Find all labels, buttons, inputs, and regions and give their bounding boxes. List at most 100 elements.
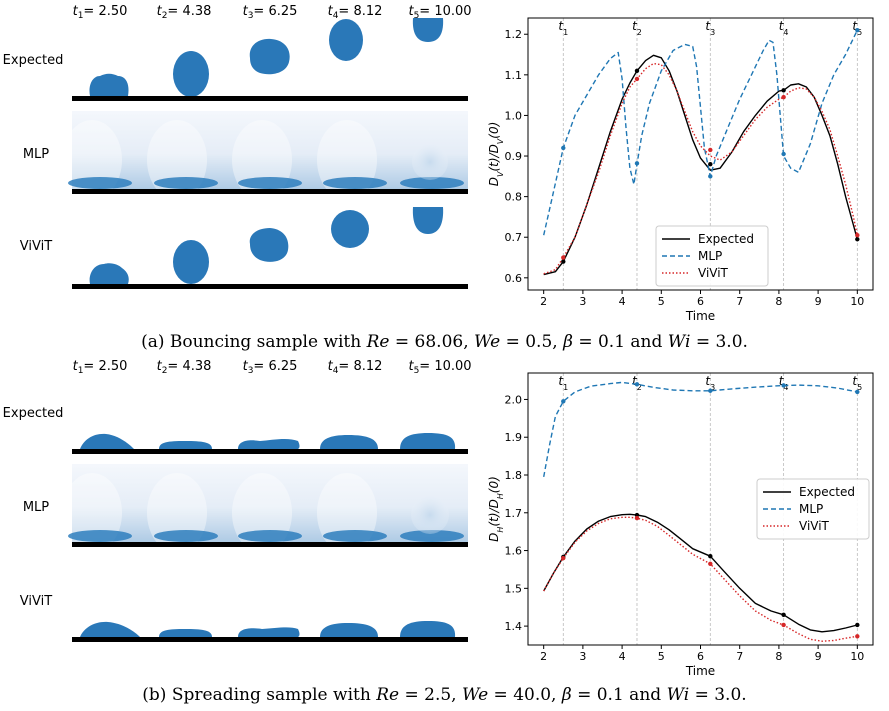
series-marker-mlp xyxy=(781,383,786,388)
substrate-bar xyxy=(72,189,468,194)
time-header: t3= 6.25 xyxy=(243,359,298,376)
series-marker-mlp xyxy=(855,389,860,395)
legend-label: Expected xyxy=(799,485,855,499)
time-header: t1= 2.50 xyxy=(73,4,128,21)
y-tick-label: 0.6 xyxy=(505,272,523,285)
series-marker-vivit xyxy=(855,232,860,238)
y-tick-label: 1.7 xyxy=(505,507,523,520)
legend-box xyxy=(756,478,870,540)
series-marker-vivit xyxy=(561,255,566,260)
series-marker-expected xyxy=(781,88,786,93)
series-line-vivit xyxy=(543,516,858,642)
x-tick-label: 8 xyxy=(775,295,782,308)
series-marker-vivit xyxy=(561,555,566,561)
x-tick-label: 4 xyxy=(619,650,626,663)
mlp-row-frames xyxy=(62,464,468,553)
x-tick-label: 9 xyxy=(815,650,822,663)
droplet xyxy=(173,51,209,97)
time-header: t3= 6.25 xyxy=(243,4,298,21)
time-marker-label: t3 xyxy=(705,19,715,37)
series-marker-expected xyxy=(708,554,713,559)
mlp-row-frames xyxy=(62,111,468,200)
y-tick-label: 1.5 xyxy=(505,582,523,595)
time-marker-label: t4 xyxy=(779,19,789,37)
droplet xyxy=(331,210,369,248)
series-line-vivit xyxy=(543,62,858,275)
time-header: t1= 2.50 xyxy=(73,359,128,376)
expected-row-frames xyxy=(80,433,456,449)
dv-ratio-chart: t1 t2 t3 t4 t5 2 3 4 5 6 7 8 9 10 0.6 0.7 0.8 0.9 1.0 1.1 1.… xyxy=(487,17,874,323)
time-marker-label: t2 xyxy=(632,19,642,37)
y-tick-label: 2.0 xyxy=(505,393,523,406)
substrate-bar xyxy=(72,449,468,454)
x-tick-label: 9 xyxy=(815,295,822,308)
legend-label: MLP xyxy=(698,249,722,263)
time-marker-label: t5 xyxy=(852,374,862,392)
legend-label: MLP xyxy=(799,502,823,516)
legend-box xyxy=(655,225,769,287)
series-marker-expected xyxy=(708,161,713,167)
series-line-expected xyxy=(543,513,858,633)
droplet xyxy=(320,623,378,637)
y-tick-label: 1.8 xyxy=(505,469,523,482)
series-marker-vivit xyxy=(634,76,640,82)
droplet xyxy=(80,621,140,637)
x-tick-label: 5 xyxy=(658,650,665,663)
legend-label: ViViT xyxy=(799,519,830,533)
row-label-mlp: MLP xyxy=(23,500,49,515)
time-header: t4= 8.12 xyxy=(328,4,383,21)
substrate-bar xyxy=(72,542,468,547)
series-line-mlp xyxy=(543,381,858,478)
y-tick-label: 0.9 xyxy=(505,150,523,163)
series-marker-vivit xyxy=(855,634,860,639)
series-marker-expected xyxy=(855,622,860,628)
series-marker-vivit xyxy=(634,515,640,521)
droplet xyxy=(249,38,290,75)
droplet xyxy=(320,435,378,449)
vivit-row-frames xyxy=(80,621,456,637)
substrate-bar xyxy=(72,284,468,289)
series-marker-vivit xyxy=(708,561,713,566)
caption-b: (b) Spreading sample with Re = 2.5, We =… xyxy=(142,685,747,705)
y-tick-label: 1.4 xyxy=(505,620,523,633)
x-tick-label: 6 xyxy=(697,295,704,308)
droplet xyxy=(329,19,363,61)
series-marker-expected xyxy=(855,237,860,242)
row-label-vivit: ViViT xyxy=(20,594,52,609)
droplet xyxy=(89,73,129,96)
time-marker-label: t1 xyxy=(558,19,568,37)
y-tick-label: 1.0 xyxy=(505,109,523,122)
series-line-mlp xyxy=(543,29,858,236)
vivit-row-frames xyxy=(89,207,444,284)
x-tick-label: 6 xyxy=(697,650,704,663)
time-marker-label: t4 xyxy=(779,374,789,392)
y-tick-label: 1.2 xyxy=(505,28,523,41)
y-tick-label: 0.8 xyxy=(505,191,523,204)
x-axis-label: Time xyxy=(685,309,715,323)
x-tick-label: 2 xyxy=(540,295,547,308)
droplet xyxy=(400,621,456,637)
series-marker-mlp xyxy=(634,382,640,387)
expected-row-frames xyxy=(89,18,444,97)
droplet xyxy=(238,627,300,637)
droplet xyxy=(238,438,300,449)
droplet xyxy=(412,18,444,42)
droplet-frames-spreading: t1= 2.50 t2= 4.38 t3= 6.25 t4= 8.12 t5= … xyxy=(3,359,472,642)
series-marker-expected xyxy=(781,612,786,617)
row-label-vivit: ViViT xyxy=(20,239,52,254)
series-marker-vivit xyxy=(781,622,786,628)
legend: Expected MLP ViViT xyxy=(756,478,870,540)
series-marker-mlp xyxy=(708,174,713,179)
series-marker-mlp xyxy=(855,27,860,33)
y-axis-label: DV(t)/DV(0) xyxy=(487,122,505,187)
series-marker-mlp xyxy=(561,145,566,151)
x-tick-label: 2 xyxy=(540,650,547,663)
time-marker-label: t5 xyxy=(852,19,862,37)
x-tick-label: 8 xyxy=(775,650,782,663)
droplet xyxy=(159,629,212,637)
y-tick-label: 1.9 xyxy=(505,431,523,444)
time-header: t5= 10.00 xyxy=(408,4,471,21)
x-tick-label: 5 xyxy=(658,295,665,308)
time-header-row: t1= 2.50 t2= 4.38 t3= 6.25 t4= 8.12 t5= … xyxy=(73,4,472,21)
y-axis-label: DH(t)/DH(0) xyxy=(487,476,505,542)
